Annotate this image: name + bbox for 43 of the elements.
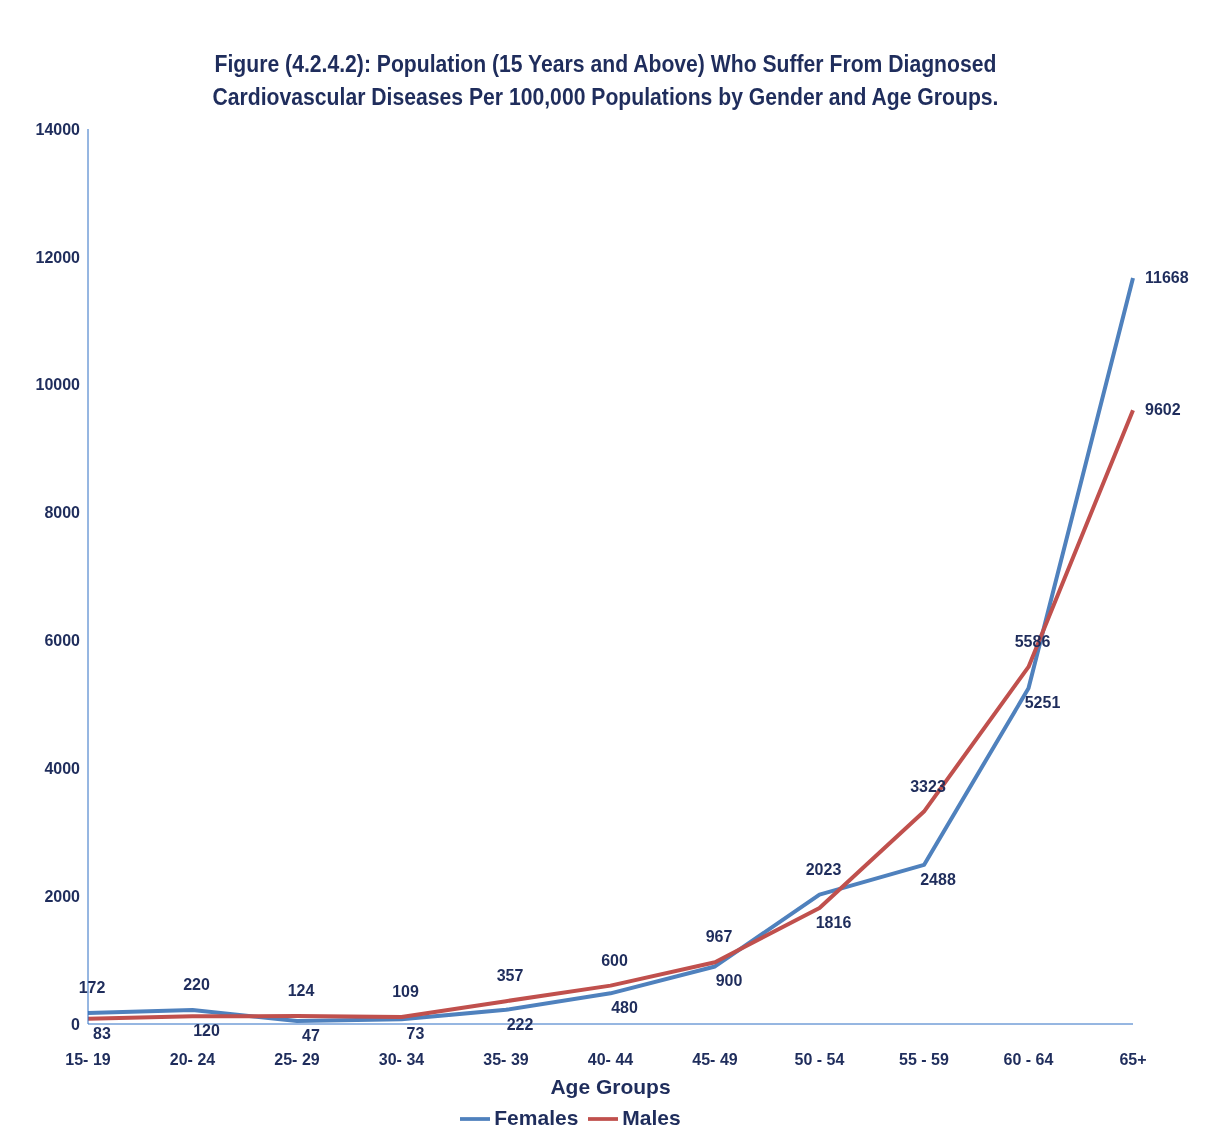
x-tick-label: 55 - 59 [899, 1051, 950, 1069]
y-tick-label: 10000 [35, 376, 81, 394]
y-tick-label: 0 [71, 1015, 81, 1033]
legend-label: Females [494, 1105, 579, 1129]
data-label: 73 [406, 1025, 425, 1043]
data-label: 5251 [1024, 694, 1061, 712]
x-tick-label: 20- 24 [169, 1051, 216, 1069]
data-label: 2488 [920, 870, 956, 888]
y-tick-label: 2000 [44, 887, 81, 905]
legend-label: Males [622, 1105, 681, 1129]
x-tick-label: 40- 44 [587, 1051, 634, 1069]
data-label: 480 [611, 999, 638, 1017]
data-label: 222 [506, 1015, 534, 1033]
data-label: 172 [78, 979, 106, 996]
chart-title: Figure (4.2.4.2): Population (15 Years and Above) Who Suffer From Diagnosed Cardiovascular Diseases Per 100,000 Populations by Gender and Age Groups. [211, 50, 1000, 112]
x-tick-label: 45- 49 [692, 1051, 738, 1069]
y-tick-label: 12000 [35, 248, 81, 266]
x-tick-label: 25- 29 [274, 1051, 320, 1069]
x-axis-title: Age Groups [550, 1075, 671, 1098]
y-tick-label: 4000 [44, 759, 81, 777]
data-label: 1816 [815, 913, 852, 931]
data-label: 124 [287, 982, 315, 1000]
y-tick-label: 8000 [44, 504, 81, 522]
data-label: 900 [715, 972, 743, 990]
data-label: 220 [183, 975, 210, 993]
data-label: 120 [193, 1022, 220, 1040]
x-tick-label: 30- 34 [378, 1051, 425, 1069]
x-tick-label: 35- 39 [483, 1051, 529, 1069]
data-label: 9602 [1145, 401, 1181, 419]
x-tick-label: 60 - 64 [1003, 1051, 1054, 1069]
x-tick-label: 50 - 54 [794, 1051, 845, 1069]
data-label: 109 [392, 983, 419, 1001]
y-tick-label: 14000 [35, 120, 81, 138]
x-tick-label: 15- 19 [65, 1051, 111, 1069]
data-label: 357 [496, 967, 524, 985]
data-label: 2023 [805, 860, 842, 878]
x-tick-label: 65+ [1119, 1051, 1147, 1069]
y-tick-label: 6000 [44, 632, 81, 650]
data-label: 83 [93, 1024, 111, 1042]
data-label: 600 [601, 951, 628, 969]
data-label: 967 [705, 928, 733, 946]
data-label: 47 [302, 1027, 320, 1044]
data-label: 11668 [1145, 269, 1189, 287]
